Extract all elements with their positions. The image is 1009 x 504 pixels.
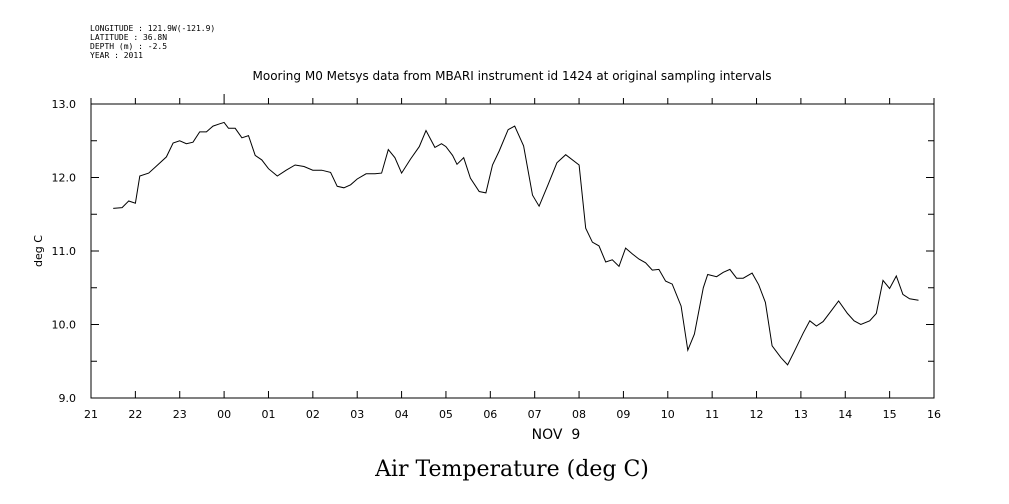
x-tick-label: 16 xyxy=(927,408,941,421)
chart-caption: Air Temperature (deg C) xyxy=(374,457,649,482)
x-tick-label: 09 xyxy=(616,408,630,421)
x-tick-label: 02 xyxy=(306,408,320,421)
y-tick-label: 12.0 xyxy=(52,172,77,185)
y-tick-label: 11.0 xyxy=(52,245,77,258)
y-axis: 9.0 10.0 11.0 12.0 13.0 xyxy=(52,98,934,405)
x-axis-label: NOV 9 xyxy=(532,427,581,443)
chart-title: Mooring M0 Metsys data from MBARI instru… xyxy=(253,69,772,83)
x-tick-label: 08 xyxy=(572,408,586,421)
x-tick-label: 23 xyxy=(173,408,187,421)
x-tick-label: 12 xyxy=(750,408,764,421)
x-tick-label: 13 xyxy=(794,408,808,421)
x-tick-label: 03 xyxy=(350,408,364,421)
x-tick-label: 14 xyxy=(838,408,852,421)
y-axis-label: deg C xyxy=(32,235,45,267)
x-tick-label: 22 xyxy=(128,408,142,421)
meta-line-latitude: LATITUDE : 36.8N xyxy=(90,33,167,42)
x-tick-label: 06 xyxy=(483,408,497,421)
x-tick-label: 05 xyxy=(439,408,453,421)
metadata-block: LONGITUDE : 121.9W(-121.9) LATITUDE : 36… xyxy=(90,24,215,60)
y-tick-label: 10.0 xyxy=(52,319,77,332)
x-tick-label: 07 xyxy=(528,408,542,421)
x-axis: 21 22 23 00 01 02 03 04 05 06 07 08 09 10 11 12 13 14 15 16 xyxy=(84,94,941,421)
x-tick-label: 00 xyxy=(217,408,231,421)
meta-line-depth: DEPTH (m) : -2.5 xyxy=(90,42,167,51)
x-tick-label: 10 xyxy=(661,408,675,421)
plot-frame xyxy=(90,103,935,399)
x-tick-label: 15 xyxy=(883,408,897,421)
y-tick-label: 13.0 xyxy=(52,98,77,111)
series-line xyxy=(113,121,919,366)
x-tick-label: 11 xyxy=(705,408,719,421)
x-tick-label: 21 xyxy=(84,408,98,421)
x-tick-label: 04 xyxy=(395,408,409,421)
meta-line-longitude: LONGITUDE : 121.9W(-121.9) xyxy=(90,24,215,33)
y-tick-label: 9.0 xyxy=(59,392,77,405)
meta-line-year: YEAR : 2011 xyxy=(90,51,143,60)
x-tick-label: 01 xyxy=(261,408,275,421)
